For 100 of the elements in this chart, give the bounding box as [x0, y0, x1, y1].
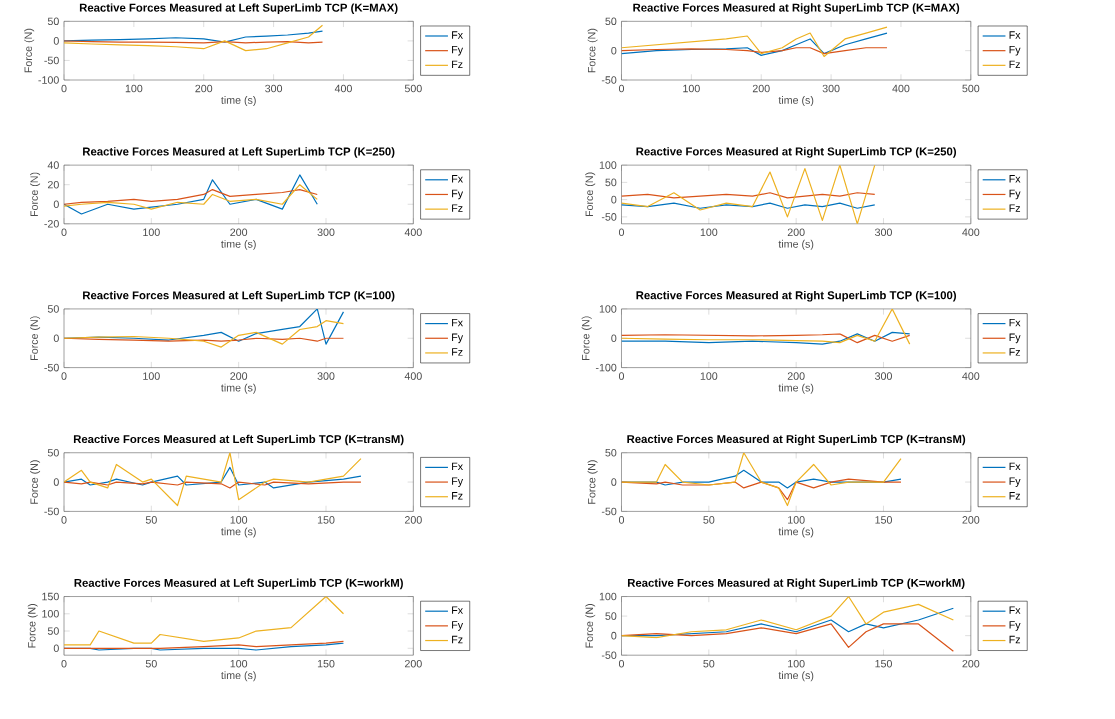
y-tick-label: 0 [53, 200, 59, 209]
x-tick-label: 150 [875, 659, 892, 668]
x-tick-label: 200 [787, 228, 805, 237]
y-axis-title: Force (N) [581, 316, 592, 360]
y-tick-label: 100 [599, 161, 617, 169]
x-tick-label: 0 [61, 516, 67, 524]
legend-label: Fz [452, 492, 463, 500]
y-tick-label: 50 [605, 178, 617, 187]
x-tick-label: 200 [752, 84, 770, 93]
legend-label: Fz [452, 204, 463, 212]
x-tick-label: 0 [618, 372, 625, 380]
y-tick-label: -50 [601, 213, 617, 221]
x-tick-label: 500 [962, 84, 980, 93]
x-tick-label: 200 [404, 516, 422, 524]
x-tick-label: 150 [317, 659, 335, 668]
legend-label: Fy [452, 333, 464, 344]
x-tick-label: 0 [618, 228, 625, 237]
y-tick-label: 50 [605, 612, 617, 620]
legend-label: Fz [452, 348, 463, 356]
y-tick-label: 50 [47, 17, 59, 26]
chart-title: Reactive Forces Measured at Left SuperLimb TCP (K=transM) [73, 434, 404, 446]
legend-label: Fx [452, 462, 463, 471]
x-axis-title: time (s) [221, 527, 256, 538]
legend-label: Fz [452, 60, 463, 69]
y-tick-label: 0 [611, 631, 617, 640]
legend-label: Fz [1009, 60, 1021, 69]
x-tick-label: 100 [700, 372, 718, 380]
x-tick-label: 500 [404, 84, 422, 93]
legend-label: Fz [1009, 635, 1021, 644]
y-axis-title: Force (N) [30, 172, 41, 217]
y-tick-label: 0 [53, 644, 59, 653]
x-tick-label: 0 [61, 84, 67, 93]
x-tick-label: 0 [61, 228, 67, 237]
x-tick-label: 200 [962, 659, 980, 668]
x-tick-label: 0 [618, 84, 625, 93]
y-axis-title: Force (N) [24, 28, 35, 73]
legend-label: Fy [1009, 46, 1021, 56]
y-tick-label: 150 [42, 592, 59, 601]
line-series [64, 466, 362, 489]
legend-label: Fy [452, 621, 464, 631]
legend-label: Fx [452, 31, 463, 39]
x-tick-label: 50 [703, 516, 715, 524]
x-axis-title: time (s) [221, 239, 256, 250]
x-tick-label: 300 [265, 84, 283, 93]
y-tick-label: -100 [38, 76, 59, 84]
x-tick-label: 100 [143, 228, 160, 237]
y-tick-label: 0 [611, 334, 617, 343]
y-tick-label: 50 [605, 448, 617, 457]
line-series [621, 308, 911, 345]
legend-label: Fy [452, 46, 464, 56]
x-tick-label: 300 [317, 228, 335, 237]
x-tick-label: 400 [962, 372, 980, 380]
y-tick-label: -50 [44, 507, 59, 516]
x-tick-label: 0 [61, 372, 67, 380]
legend-label: Fz [452, 635, 463, 644]
x-tick-label: 100 [700, 228, 718, 237]
line-series [621, 165, 876, 224]
x-tick-label: 0 [618, 659, 625, 668]
x-tick-label: 400 [404, 372, 422, 380]
y-axis-title: Force (N) [27, 604, 38, 648]
y-tick-label: -100 [595, 363, 617, 372]
x-tick-label: 200 [787, 372, 805, 380]
chart-title: Reactive Forces Measured at Right SuperLimb TCP (K=100) [636, 290, 956, 302]
x-axis-title: time (s) [221, 671, 256, 682]
x-tick-label: 200 [195, 84, 213, 93]
y-tick-label: 0 [611, 46, 617, 55]
x-tick-label: 100 [788, 659, 805, 668]
legend-label: Fx [1009, 318, 1021, 327]
line-series [621, 32, 888, 56]
x-tick-label: 200 [230, 228, 248, 237]
chart-title: Reactive Forces Measured at Left SuperLimb TCP (K=250) [83, 147, 395, 158]
x-tick-label: 150 [317, 516, 335, 524]
y-tick-label: 40 [47, 161, 59, 169]
x-tick-label: 100 [683, 84, 700, 93]
x-tick-label: 100 [125, 84, 143, 93]
x-axis-title: time (s) [778, 527, 814, 538]
line-series [64, 596, 345, 646]
x-tick-label: 400 [962, 228, 980, 237]
y-tick-label: 0 [611, 478, 617, 486]
line-series [64, 24, 324, 52]
x-tick-label: 400 [334, 84, 352, 93]
y-tick-label: 100 [42, 610, 59, 618]
x-axis-title: time (s) [778, 239, 814, 250]
legend-label: Fy [452, 477, 464, 487]
y-tick-label: 50 [47, 305, 59, 313]
chart-title: Reactive Forces Measured at Right SuperLimb TCP (K=workM) [627, 578, 965, 590]
line-series [64, 452, 362, 507]
line-series [621, 596, 954, 639]
legend-label: Fy [1009, 333, 1021, 344]
x-axis-title: time (s) [778, 96, 814, 107]
y-tick-label: -50 [44, 56, 59, 65]
y-tick-label: -20 [44, 220, 59, 228]
legend-label: Fy [1009, 189, 1021, 200]
legend-label: Fx [1009, 462, 1021, 471]
x-axis-title: time (s) [221, 96, 256, 107]
chart-title: Reactive Forces Measured at Right SuperLimb TCP (K=transM) [627, 434, 966, 446]
y-tick-label: 50 [47, 627, 59, 635]
y-tick-label: 100 [599, 592, 617, 601]
x-tick-label: 300 [317, 372, 335, 380]
y-tick-label: -50 [601, 507, 617, 516]
